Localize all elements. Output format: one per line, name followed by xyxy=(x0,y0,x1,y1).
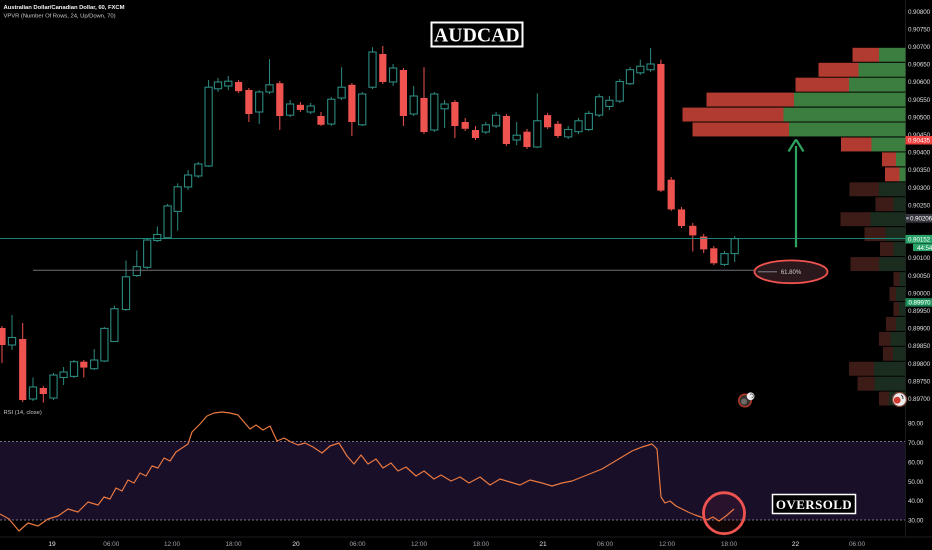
svg-text:0.89950: 0.89950 xyxy=(908,308,931,315)
svg-text:80.00: 80.00 xyxy=(908,421,924,428)
svg-text:18:00: 18:00 xyxy=(226,541,242,548)
svg-text:0.90600: 0.90600 xyxy=(908,79,931,86)
svg-text:0.90100: 0.90100 xyxy=(908,255,931,262)
svg-text:60.00: 60.00 xyxy=(908,459,924,466)
svg-text:0.90000: 0.90000 xyxy=(908,290,931,297)
svg-text:12:00: 12:00 xyxy=(411,541,427,548)
svg-text:06:00: 06:00 xyxy=(597,541,613,548)
svg-text:0.90050: 0.90050 xyxy=(908,273,931,280)
svg-text:20: 20 xyxy=(292,541,300,548)
svg-text:21: 21 xyxy=(539,541,547,548)
svg-text:0.90206: 0.90206 xyxy=(910,216,932,223)
svg-text:0.90750: 0.90750 xyxy=(908,26,931,33)
svg-text:06:00: 06:00 xyxy=(103,541,119,548)
svg-text:50.00: 50.00 xyxy=(908,479,924,486)
svg-text:19: 19 xyxy=(48,541,56,548)
svg-text:0.90550: 0.90550 xyxy=(908,97,931,104)
svg-text:18:00: 18:00 xyxy=(473,541,489,548)
svg-text:12:00: 12:00 xyxy=(659,541,675,548)
svg-text:40.00: 40.00 xyxy=(908,498,924,505)
svg-text:0.90152: 0.90152 xyxy=(908,236,931,243)
svg-text:Australian Dollar/Canadian Dol: Australian Dollar/Canadian Dollar, 60, F… xyxy=(4,5,125,11)
svg-text:18:00: 18:00 xyxy=(721,541,737,548)
svg-text:VPVR (Number Of Rows, 24, Up/D: VPVR (Number Of Rows, 24, Up/Down, 70) xyxy=(4,14,116,20)
svg-text:0.89700: 0.89700 xyxy=(908,396,931,403)
svg-text:0.90500: 0.90500 xyxy=(908,114,931,121)
svg-text:30.00: 30.00 xyxy=(908,518,924,525)
svg-text:44:54: 44:54 xyxy=(917,245,932,252)
svg-text:0.90800: 0.90800 xyxy=(908,9,931,16)
svg-text:0.90350: 0.90350 xyxy=(908,167,931,174)
svg-text:AUDCAD: AUDCAD xyxy=(434,26,520,47)
svg-text:70.00: 70.00 xyxy=(908,440,924,447)
svg-text:0.89850: 0.89850 xyxy=(908,343,931,350)
svg-text:OVERSOLD: OVERSOLD xyxy=(776,497,852,512)
svg-text:RSI (14, close): RSI (14, close) xyxy=(4,410,42,416)
svg-text:0.90300: 0.90300 xyxy=(908,185,931,192)
svg-text:0.89970: 0.89970 xyxy=(909,300,932,307)
svg-text:61.80%: 61.80% xyxy=(781,270,802,276)
svg-text:22: 22 xyxy=(792,541,800,548)
svg-text:06:00: 06:00 xyxy=(849,541,865,548)
svg-text:0.89900: 0.89900 xyxy=(908,326,931,333)
svg-text:12:00: 12:00 xyxy=(164,541,180,548)
svg-text:0.90435: 0.90435 xyxy=(908,137,931,144)
svg-text:0.89750: 0.89750 xyxy=(908,378,931,385)
svg-text:0.90400: 0.90400 xyxy=(908,150,931,157)
svg-text:0.90650: 0.90650 xyxy=(908,62,931,69)
svg-text:0.90700: 0.90700 xyxy=(908,44,931,51)
svg-text:0.90250: 0.90250 xyxy=(908,202,931,209)
svg-text:0.89800: 0.89800 xyxy=(908,361,931,368)
svg-text:0.90450: 0.90450 xyxy=(908,132,931,139)
svg-text:06:00: 06:00 xyxy=(350,541,366,548)
